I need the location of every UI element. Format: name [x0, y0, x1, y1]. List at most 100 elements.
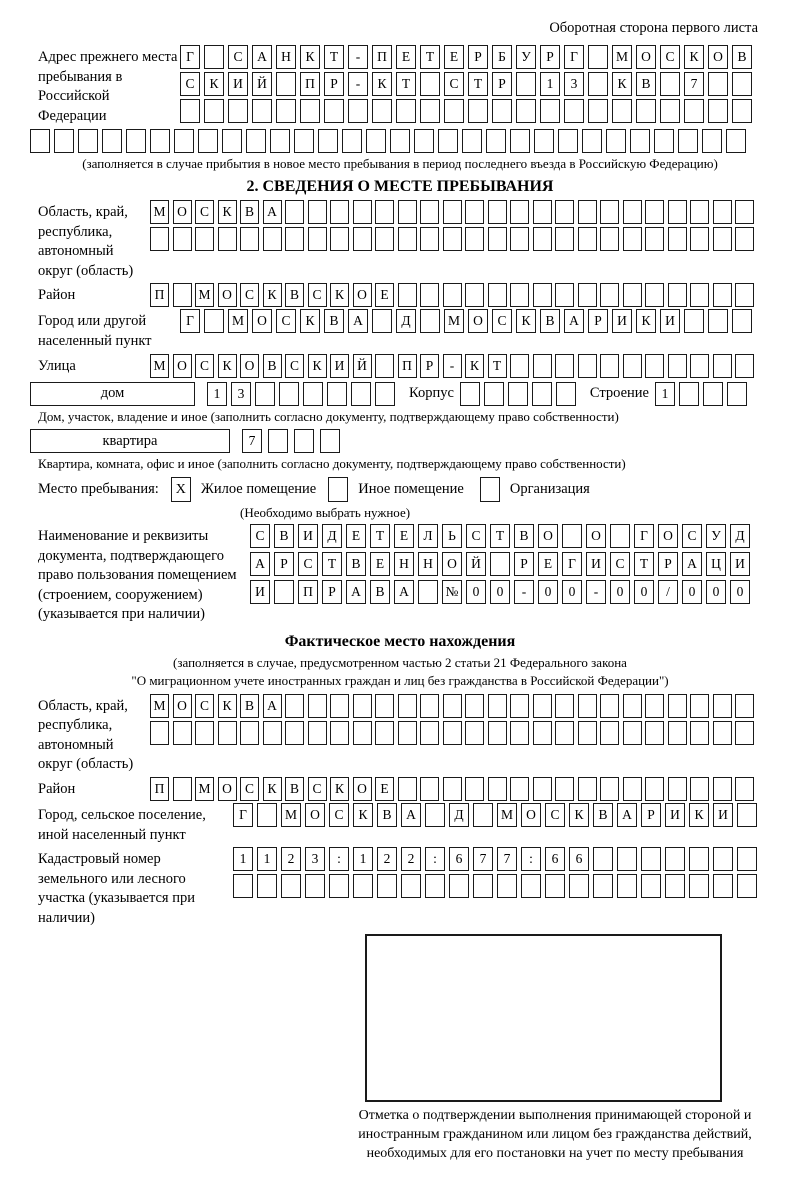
char-cell[interactable]: П	[150, 283, 169, 308]
char-cell[interactable]: Е	[370, 552, 390, 577]
char-cell[interactable]: С	[466, 524, 486, 549]
char-cell[interactable]	[375, 200, 394, 225]
char-cell[interactable]: -	[586, 580, 606, 605]
char-cell[interactable]	[126, 129, 146, 154]
char-cell[interactable]	[172, 227, 192, 252]
char-cell[interactable]: /	[658, 580, 678, 605]
char-cell[interactable]	[712, 693, 732, 718]
char-cell[interactable]	[397, 200, 417, 225]
char-cell[interactable]	[465, 693, 484, 718]
region-grid-row-2[interactable]	[150, 227, 758, 252]
char-cell[interactable]	[645, 227, 664, 252]
char-cell[interactable]: О	[352, 283, 372, 308]
char-cell[interactable]	[622, 777, 642, 802]
char-cell[interactable]	[465, 200, 484, 225]
char-cell[interactable]	[622, 720, 642, 745]
char-cell[interactable]	[270, 129, 290, 154]
char-cell[interactable]	[30, 129, 50, 154]
char-cell[interactable]	[735, 353, 754, 378]
char-cell[interactable]	[665, 847, 685, 872]
char-cell[interactable]	[425, 803, 445, 828]
char-cell[interactable]	[684, 99, 704, 123]
char-cell[interactable]: Й	[252, 72, 272, 96]
char-cell[interactable]: К	[217, 353, 237, 378]
char-cell[interactable]: И	[228, 72, 248, 96]
char-cell[interactable]: :	[521, 847, 541, 872]
char-cell[interactable]: 1	[654, 381, 675, 406]
char-cell[interactable]	[577, 693, 597, 718]
char-cell[interactable]	[600, 283, 619, 308]
char-cell[interactable]	[510, 777, 529, 802]
char-cell[interactable]: О	[352, 777, 372, 802]
char-cell[interactable]	[660, 72, 680, 96]
char-cell[interactable]	[342, 129, 362, 154]
char-cell[interactable]: -	[348, 45, 368, 69]
char-cell[interactable]: Р	[420, 353, 439, 378]
char-cell[interactable]	[689, 847, 709, 872]
char-cell[interactable]	[555, 353, 574, 378]
char-cell[interactable]	[262, 227, 282, 252]
char-cell[interactable]	[487, 720, 507, 745]
char-cell[interactable]	[257, 874, 277, 899]
char-cell[interactable]: А	[252, 45, 272, 69]
char-cell[interactable]: Т	[487, 353, 507, 378]
char-cell[interactable]: А	[617, 803, 637, 828]
char-cell[interactable]	[577, 353, 597, 378]
char-cell[interactable]	[172, 777, 192, 802]
char-cell[interactable]: К	[262, 283, 282, 308]
char-cell[interactable]: Е	[375, 283, 394, 308]
char-cell[interactable]	[375, 693, 394, 718]
char-cell[interactable]	[487, 283, 507, 308]
char-cell[interactable]: :	[329, 847, 349, 872]
char-cell[interactable]	[735, 200, 754, 225]
char-cell[interactable]	[667, 283, 687, 308]
char-cell[interactable]	[352, 693, 372, 718]
char-cell[interactable]: Ц	[706, 552, 726, 577]
char-cell[interactable]	[375, 227, 394, 252]
char-cell[interactable]	[174, 129, 194, 154]
char-cell[interactable]	[667, 200, 687, 225]
char-cell[interactable]: С	[492, 309, 512, 334]
char-cell[interactable]	[516, 72, 536, 96]
char-cell[interactable]: С	[329, 803, 349, 828]
char-cell[interactable]	[420, 309, 440, 334]
char-cell[interactable]	[397, 227, 417, 252]
char-cell[interactable]: 1	[233, 847, 253, 872]
stay-type-checkbox-residential[interactable]: X	[170, 477, 191, 503]
char-cell[interactable]	[150, 129, 170, 154]
char-cell[interactable]: К	[684, 45, 704, 69]
char-cell[interactable]	[172, 720, 192, 745]
char-cell[interactable]: А	[348, 309, 368, 334]
char-cell[interactable]	[712, 720, 732, 745]
char-cell[interactable]: Д	[396, 309, 416, 334]
char-cell[interactable]	[702, 381, 723, 406]
char-cell[interactable]: Т	[420, 45, 440, 69]
char-cell[interactable]	[555, 200, 574, 225]
char-cell[interactable]: 7	[497, 847, 517, 872]
char-cell[interactable]	[352, 720, 372, 745]
char-cell[interactable]	[195, 720, 214, 745]
char-cell[interactable]: В	[285, 283, 304, 308]
char-cell[interactable]	[78, 129, 98, 154]
char-cell[interactable]: 2	[401, 847, 421, 872]
char-cell[interactable]	[372, 309, 392, 334]
char-cell[interactable]	[279, 381, 299, 406]
document-grid-row-3[interactable]: И П Р А В А № 0 0-0 0-0 0/0 0 0	[250, 580, 754, 605]
char-cell[interactable]	[667, 720, 687, 745]
char-cell[interactable]: 3	[305, 847, 325, 872]
char-cell[interactable]	[645, 353, 664, 378]
char-cell[interactable]: И	[298, 524, 318, 549]
char-cell[interactable]: Д	[730, 524, 750, 549]
char-cell[interactable]	[351, 381, 371, 406]
char-cell[interactable]	[420, 283, 439, 308]
char-cell[interactable]	[606, 129, 626, 154]
char-cell[interactable]: 0	[682, 580, 702, 605]
char-cell[interactable]: О	[240, 353, 259, 378]
char-cell[interactable]: О	[172, 353, 192, 378]
char-cell[interactable]	[375, 720, 394, 745]
char-cell[interactable]: 0	[706, 580, 726, 605]
